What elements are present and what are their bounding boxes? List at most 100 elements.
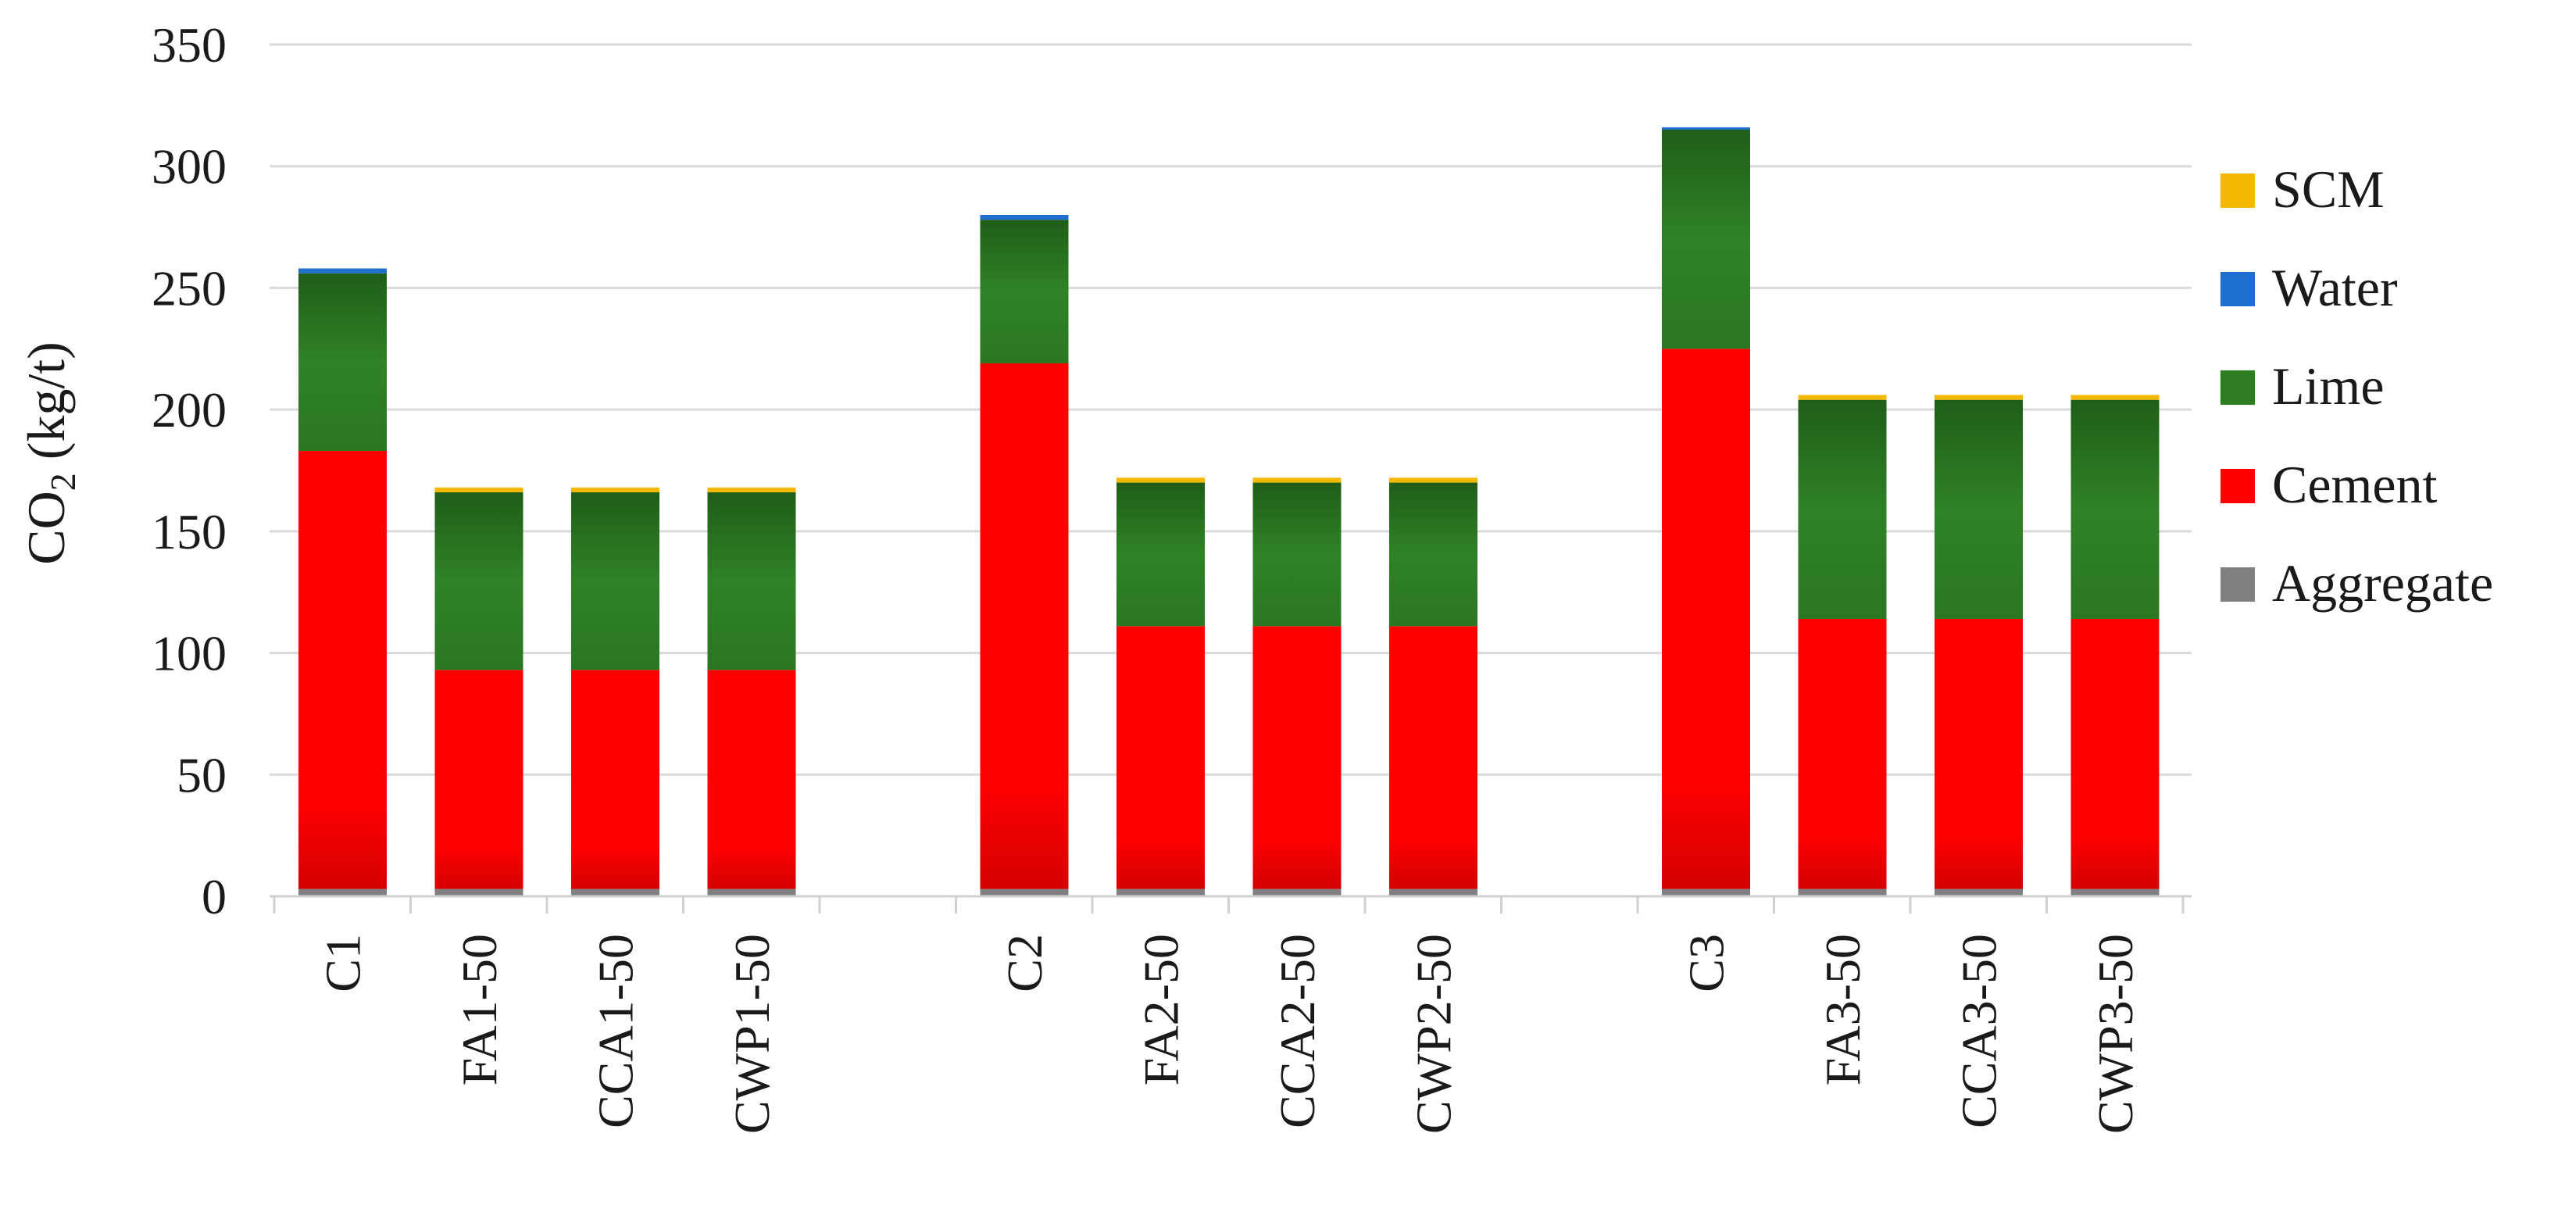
x-tick-label: C2 [997, 934, 1052, 992]
y-tick-label: 100 [152, 626, 227, 681]
bar-segment-aggregate [1252, 888, 1342, 896]
bar-segment-scm [571, 487, 659, 493]
legend-label: SCM [2272, 159, 2385, 219]
x-tick-label: FA1-50 [452, 934, 507, 1085]
bar-segment-aggregate [1935, 888, 2023, 896]
bar-segment-aggregate [1389, 888, 1477, 896]
y-axis-title-unit: (kg/t) [16, 341, 76, 473]
y-tick-label: 150 [152, 504, 227, 560]
bar-fa3-50 [1798, 395, 1887, 896]
bar-cca2-50 [1252, 477, 1342, 896]
x-tick-label: FA2-50 [1134, 934, 1189, 1085]
bar-segment-water [1662, 127, 1750, 130]
bar-segment-cement [571, 670, 659, 889]
legend-item-scm: SCM [2221, 159, 2385, 219]
bar-segment-lime [1389, 482, 1477, 627]
y-tick-label: 250 [152, 260, 227, 316]
x-tick-label: FA3-50 [1815, 934, 1870, 1085]
bar-cwp1-50 [707, 487, 796, 896]
bar-c3 [1662, 127, 1750, 896]
x-axis [270, 895, 2192, 913]
bar-segment-lime [298, 273, 387, 452]
y-axis-title-subscript: 2 [43, 473, 83, 491]
bar-segment-aggregate [1117, 888, 1205, 896]
gridlines [270, 43, 2192, 776]
bar-segment-lime [1117, 482, 1205, 627]
legend-swatch [2221, 469, 2255, 503]
legend-swatch [2221, 567, 2255, 602]
bar-segment-scm [1798, 395, 1887, 400]
bar-cca1-50 [571, 487, 659, 896]
y-tick-label: 200 [152, 382, 227, 438]
bar-fa2-50 [1117, 477, 1205, 896]
bar-segment-scm [434, 487, 523, 493]
bar-c2 [980, 215, 1069, 896]
bar-segment-lime [571, 492, 659, 670]
x-tick-label: C1 [316, 934, 371, 992]
bar-cca3-50 [1935, 395, 2023, 896]
bar-segment-scm [1389, 477, 1477, 483]
x-tick-label: CWP3-50 [2088, 934, 2143, 1134]
bar-cwp3-50 [2070, 395, 2160, 896]
legend-item-water: Water [2221, 258, 2398, 317]
bar-c1 [298, 268, 387, 896]
bar-segment-aggregate [434, 888, 523, 896]
x-tick-label: CWP1-50 [724, 934, 780, 1134]
legend-label: Lime [2272, 356, 2385, 416]
bar-segment-aggregate [707, 888, 796, 896]
y-axis-title: CO2 (kg/t) [16, 341, 83, 565]
bar-fa1-50 [434, 487, 523, 896]
y-tick-label: 300 [152, 139, 227, 195]
legend-label: Water [2272, 258, 2398, 317]
bar-segment-aggregate [1798, 888, 1887, 896]
x-tick-label: CCA3-50 [1952, 934, 2007, 1128]
bar-segment-cement [1252, 626, 1342, 889]
y-tick-label: 0 [202, 869, 227, 924]
legend: SCM Water Lime Cement Aggregate [2221, 159, 2493, 613]
bar-segment-aggregate [2070, 888, 2160, 896]
bar-segment-aggregate [980, 888, 1069, 896]
bar-segment-cement [1117, 626, 1205, 889]
legend-item-aggregate: Aggregate [2221, 553, 2493, 613]
bar-segment-cement [298, 451, 387, 889]
bar-segment-lime [1935, 399, 2023, 619]
legend-label: Cement [2272, 455, 2438, 514]
bar-segment-scm [707, 487, 796, 493]
y-axis-title-main: CO [16, 491, 76, 564]
bar-segment-lime [434, 492, 523, 670]
legend-item-lime: Lime [2221, 356, 2385, 416]
bar-segment-lime [1662, 130, 1750, 349]
legend-item-cement: Cement [2221, 455, 2438, 514]
bar-segment-scm [1252, 477, 1342, 483]
bar-segment-cement [434, 670, 523, 889]
bar-segment-aggregate [1662, 888, 1750, 896]
bar-segment-cement [1662, 349, 1750, 889]
bar-segment-lime [2070, 399, 2160, 619]
bar-segment-cement [1935, 618, 2023, 889]
x-axis-category-labels: C1 FA1-50 CCA1-50 CWP1-50 C2 FA2-50 CCA2-50 CWP… [316, 934, 2144, 1134]
x-tick-label: CCA1-50 [588, 934, 644, 1128]
bar-segment-water [980, 215, 1069, 220]
bar-segment-aggregate [298, 888, 387, 896]
bar-segment-cement [707, 670, 796, 889]
x-tick-label: CCA2-50 [1270, 934, 1325, 1128]
bar-segment-cement [980, 363, 1069, 889]
y-tick-label: 350 [152, 17, 227, 73]
bar-segment-cement [1389, 626, 1477, 889]
bar-segment-cement [1798, 618, 1887, 889]
bars [298, 127, 2160, 896]
legend-swatch [2221, 272, 2255, 306]
legend-swatch [2221, 173, 2255, 208]
y-axis-tick-labels: 0 50 100 150 200 250 300 350 [152, 17, 227, 924]
bar-segment-aggregate [571, 888, 659, 896]
bar-segment-lime [980, 220, 1069, 363]
legend-swatch [2221, 370, 2255, 405]
legend-label: Aggregate [2272, 553, 2493, 613]
x-tick-label: C3 [1679, 934, 1735, 992]
bar-segment-lime [1798, 399, 1887, 619]
bar-segment-scm [1935, 395, 2023, 400]
bar-segment-cement [2070, 618, 2160, 889]
bar-segment-lime [1252, 482, 1342, 627]
bar-segment-water [298, 268, 387, 274]
